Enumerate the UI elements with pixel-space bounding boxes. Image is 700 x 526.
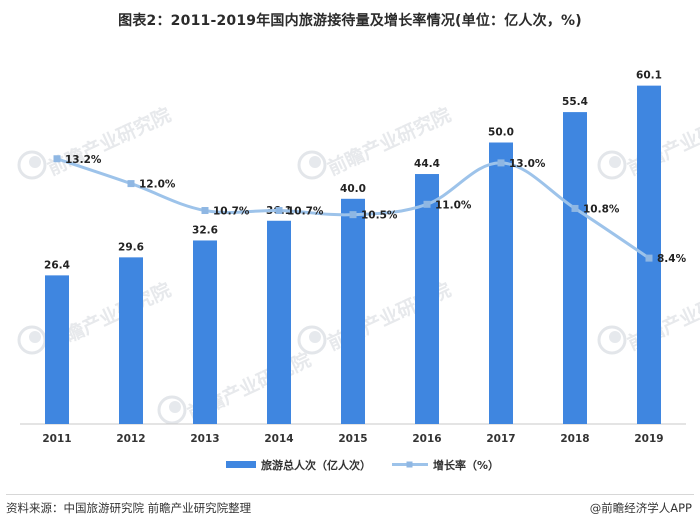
bar-value-labels: 26.429.632.636.140.044.450.055.460.1 bbox=[44, 70, 662, 272]
source-note: 资料来源：中国旅游研究院 前瞻产业研究院整理 bbox=[6, 501, 252, 515]
watermark: 前瞻产业研究院 bbox=[157, 348, 314, 425]
watermark-text: 前瞻产业研究院 bbox=[44, 103, 174, 180]
line-label-2017: 13.0% bbox=[509, 158, 546, 170]
line-label-2015: 10.5% bbox=[361, 210, 398, 222]
growth-rate-labels: 13.2% 12.0% 10.7% 10.7% 10.5% 11.0% 13.0% 10.8%… bbox=[65, 154, 687, 265]
line-marker-2014 bbox=[275, 207, 283, 215]
x-tick-2011: 2011 bbox=[42, 433, 71, 445]
bar-2016 bbox=[415, 174, 439, 424]
x-tick-2016: 2016 bbox=[412, 433, 441, 445]
bar-label-2019: 60.1 bbox=[636, 70, 662, 82]
bar-label-2018: 55.4 bbox=[562, 96, 588, 108]
bar-series bbox=[45, 85, 661, 425]
growth-rate-line bbox=[55, 157, 651, 260]
line-label-2011: 13.2% bbox=[65, 154, 102, 166]
watermark: 前瞻产业研究院 bbox=[17, 278, 174, 355]
bar-label-2013: 32.6 bbox=[192, 224, 218, 236]
x-tick-2013: 2013 bbox=[190, 433, 219, 445]
line-marker-2017 bbox=[497, 159, 505, 167]
line-marker-2011 bbox=[53, 155, 61, 163]
x-tick-2014: 2014 bbox=[264, 433, 293, 445]
line-marker-2015 bbox=[349, 211, 357, 219]
bar-2018 bbox=[563, 112, 587, 425]
bar-label-2011: 26.4 bbox=[44, 259, 70, 271]
x-tick-2017: 2017 bbox=[486, 433, 515, 445]
line-marker-2012 bbox=[127, 180, 135, 188]
x-tick-2018: 2018 bbox=[560, 433, 589, 445]
footer-divider bbox=[6, 494, 694, 495]
x-tick-2012: 2012 bbox=[116, 433, 145, 445]
bar-2017 bbox=[489, 142, 513, 424]
line-marker-2018 bbox=[571, 204, 579, 212]
watermark: 前瞻产业研究院 bbox=[17, 103, 174, 180]
bar-label-2017: 50.0 bbox=[488, 127, 514, 139]
growth-rate-markers bbox=[53, 155, 653, 262]
brand-credit: @前瞻经济学人APP bbox=[589, 501, 692, 515]
bar-2011 bbox=[45, 275, 69, 424]
chart-title: 图表2：2011-2019年国内旅游接待量及增长率情况(单位：亿人次，%) bbox=[118, 13, 582, 29]
bar-label-2016: 44.4 bbox=[414, 158, 440, 170]
line-marker-2016 bbox=[423, 200, 431, 208]
line-label-2016: 11.0% bbox=[435, 199, 472, 211]
bar-2012 bbox=[119, 257, 143, 424]
bar-label-2012: 29.6 bbox=[118, 241, 144, 253]
legend-line-marker bbox=[406, 461, 413, 468]
legend-line-label: 增长率（%） bbox=[433, 458, 499, 472]
watermark-text: 前瞻产业研究院 bbox=[624, 278, 700, 355]
legend-bar-swatch bbox=[226, 461, 256, 468]
line-label-2014: 10.7% bbox=[287, 206, 324, 218]
chart-legend: 旅游总人次（亿人次） 增长率（%） bbox=[226, 458, 499, 472]
line-label-2018: 10.8% bbox=[583, 203, 620, 215]
bar-label-2015: 40.0 bbox=[340, 183, 366, 195]
line-label-2012: 12.0% bbox=[139, 179, 176, 191]
bar-2013 bbox=[193, 240, 217, 424]
watermark-text: 前瞻产业研究院 bbox=[624, 103, 700, 180]
bar-2014 bbox=[267, 220, 291, 424]
x-tick-labels: 2011 2012 2013 2014 2015 2016 2017 2018 2019 bbox=[42, 433, 663, 445]
x-tick-2019: 2019 bbox=[634, 433, 663, 445]
line-label-2019: 8.4% bbox=[657, 253, 687, 265]
line-marker-2013 bbox=[201, 207, 209, 215]
x-tick-2015: 2015 bbox=[338, 433, 367, 445]
line-marker-2019 bbox=[645, 254, 653, 262]
bar-2015 bbox=[341, 198, 365, 424]
legend-bar-label: 旅游总人次（亿人次） bbox=[261, 458, 371, 472]
line-label-2013: 10.7% bbox=[213, 206, 250, 218]
